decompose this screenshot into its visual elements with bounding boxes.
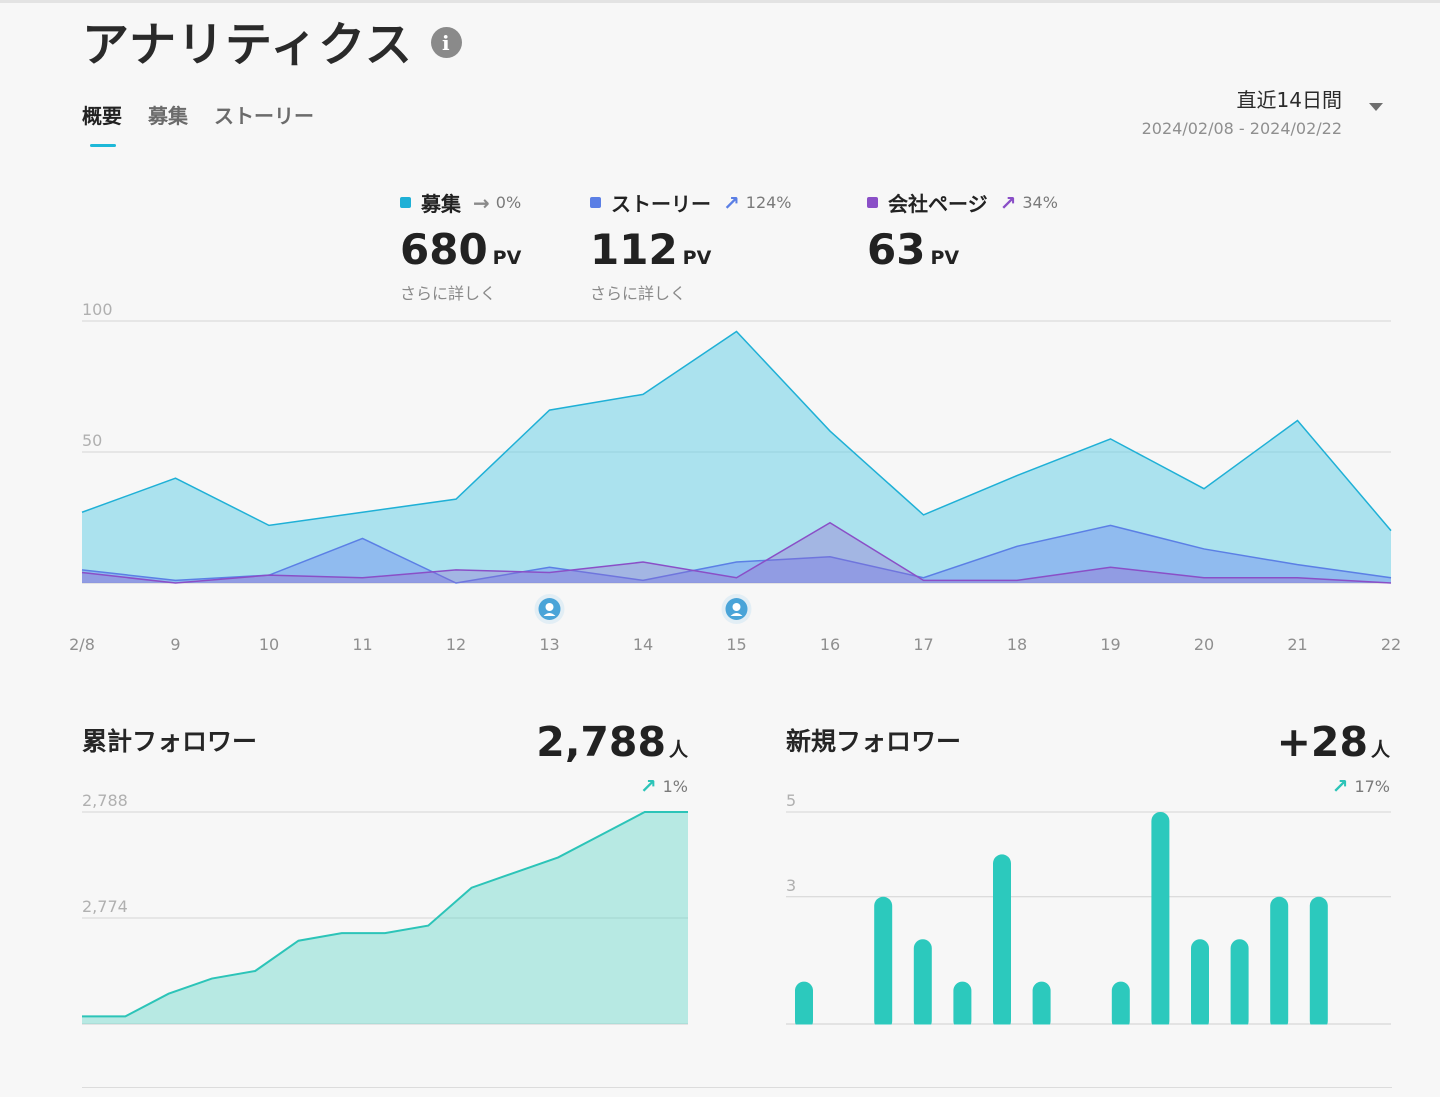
legend-dot-story	[590, 197, 601, 208]
x-tick-label: 17	[913, 635, 933, 654]
y-tick-label: 50	[82, 431, 102, 450]
x-tick-label: 20	[1194, 635, 1214, 654]
tab-bar: 概要 募集 ストーリー	[82, 100, 314, 147]
new-followers-value: +28 人	[1277, 718, 1390, 766]
date-range-label: 直近14日間	[1236, 88, 1342, 112]
stat-name: 募集	[421, 192, 461, 216]
user-avatar-head	[545, 603, 554, 611]
date-range-selector[interactable]: 直近14日間 2024/02/08 - 2024/02/22	[1142, 84, 1342, 138]
bar	[953, 981, 972, 1030]
x-tick-label: 14	[633, 635, 653, 654]
followers-line	[82, 811, 688, 1018]
bar	[1191, 939, 1209, 1030]
bar	[1111, 981, 1130, 1030]
y-tick-label: 100	[82, 300, 113, 319]
bar	[1032, 981, 1051, 1030]
baseline-mask	[786, 1024, 1391, 1035]
info-icon[interactable]: i	[430, 27, 462, 58]
user-avatar-head	[732, 603, 741, 611]
series-line-0	[81, 330, 1392, 532]
x-tick-label: 12	[446, 635, 466, 654]
stat-recruitment: 募集 → 0% 680 PV さらに詳しく	[400, 188, 521, 304]
arrow-up-right-icon: ↗	[999, 190, 1017, 215]
y-tick-label: 2,774	[82, 897, 128, 916]
stat-trend: 124%	[745, 193, 792, 212]
bar	[1309, 896, 1328, 1030]
page-title: アナリティクス i	[82, 6, 462, 75]
total-followers-number: 2,788	[536, 718, 666, 766]
tab-recruitment[interactable]: 募集	[148, 104, 188, 128]
x-tick-label: 18	[1007, 635, 1027, 654]
stat-unit: PV	[492, 247, 522, 269]
user-avatar-body	[543, 613, 556, 616]
arrow-right-icon: →	[473, 190, 490, 215]
bar	[1230, 939, 1249, 1030]
legend-dot-company-page	[867, 197, 878, 208]
bar	[1151, 812, 1170, 1030]
page-title-text: アナリティクス	[82, 18, 413, 73]
date-range-dates: 2024/02/08 - 2024/02/22	[1141, 119, 1342, 138]
pv-area-chart: 100 50 2/8 9 10 11 12 13 14 15 16 17 18 19 20 21 22	[69, 300, 1401, 654]
chevron-down-icon[interactable]	[1369, 103, 1383, 111]
x-tick-label: 16	[820, 635, 840, 654]
series-line-2	[81, 521, 1392, 584]
tab-story[interactable]: ストーリー	[214, 104, 314, 128]
x-tick-label: 22	[1381, 635, 1401, 654]
y-tick-label: 5	[786, 791, 796, 810]
bar	[874, 896, 893, 1030]
stat-trend: 0%	[495, 193, 522, 212]
new-followers-trend: ↗ 17%	[1332, 774, 1390, 798]
stat-name: ストーリー	[611, 192, 711, 216]
new-followers-number: +28	[1276, 718, 1368, 766]
x-tick-label: 9	[170, 635, 180, 654]
bar	[795, 981, 813, 1030]
x-tick-label: 15	[726, 635, 746, 654]
stat-name: 会社ページ	[888, 192, 988, 216]
top-divider	[0, 0, 1440, 3]
x-tick-label: 13	[539, 635, 559, 654]
stat-value: 680	[400, 225, 488, 274]
stat-value: 112	[590, 225, 678, 274]
x-tick-label: 21	[1287, 635, 1307, 654]
more-details-link-story[interactable]: さらに詳しく	[590, 284, 687, 303]
stat-company-page: 会社ページ ↗ 34% 63 PV	[867, 188, 1058, 274]
x-tick-label: 2/8	[69, 635, 95, 654]
bottom-divider	[82, 1087, 1392, 1088]
stat-unit: PV	[682, 247, 712, 269]
tab-overview[interactable]: 概要	[82, 100, 122, 147]
series-area-1	[82, 525, 1391, 583]
total-followers-title: 累計フォロワー	[82, 727, 258, 756]
new-followers-unit: 人	[1370, 739, 1390, 761]
bar	[1270, 896, 1289, 1030]
total-followers-area-chart: 2,788 2,774	[82, 791, 688, 1025]
series-line-1	[81, 524, 1392, 584]
y-tick-label: 3	[786, 876, 796, 895]
x-tick-label: 19	[1100, 635, 1120, 654]
total-followers-trend-value: 1%	[662, 776, 688, 796]
total-followers-value: 2,788 人	[536, 718, 688, 766]
arrow-up-right-icon: ↗	[1331, 774, 1349, 798]
arrow-up-right-icon: ↗	[639, 774, 657, 798]
arrow-up-right-icon: ↗	[723, 190, 740, 215]
new-followers-trend-value: 17%	[1354, 776, 1390, 796]
stat-unit: PV	[930, 247, 960, 269]
series-area-0	[82, 331, 1391, 583]
x-tick-label: 10	[259, 635, 279, 654]
new-followers-bar-chart: 53	[786, 791, 1391, 1035]
legend-dot-recruitment	[400, 197, 411, 208]
new-followers-title: 新規フォロワー	[786, 727, 962, 756]
y-tick-label: 2,788	[82, 791, 128, 810]
bar	[913, 939, 932, 1030]
stat-trend: 34%	[1022, 193, 1058, 212]
stat-value: 63	[867, 225, 926, 274]
user-avatar-body	[730, 613, 743, 616]
stat-story: ストーリー ↗ 124% 112 PV さらに詳しく	[590, 188, 792, 304]
total-followers-unit: 人	[668, 739, 688, 761]
x-tick-label: 11	[352, 635, 372, 654]
total-followers-trend: ↗ 1%	[640, 774, 688, 798]
bar	[993, 854, 1011, 1030]
more-details-link-recruitment[interactable]: さらに詳しく	[400, 284, 497, 303]
